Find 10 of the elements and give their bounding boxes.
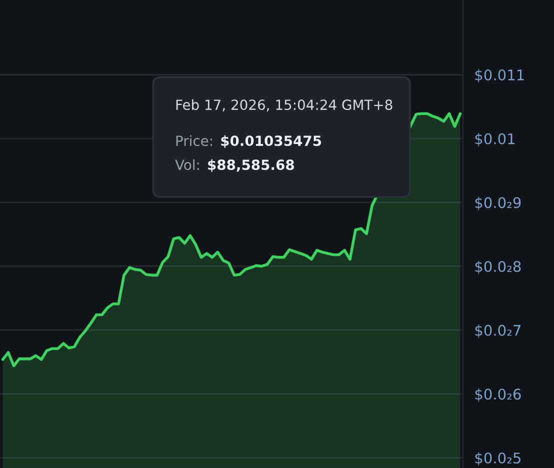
y-tick-label: $0.0₂9 [475, 196, 521, 210]
y-tick-label: $0.0₂6 [475, 388, 521, 402]
y-tick-label: $0.0₂8 [475, 260, 521, 274]
y-tick-label: $0.011 [475, 69, 524, 82]
y-tick-label: $0.01 [475, 133, 515, 146]
y-tick-label: $0.0₂5 [475, 452, 520, 466]
annotation: Price: $0.01035475 [176, 135, 322, 148]
annotation: Feb 17, 2026, 15:04:24 GMT+8 [176, 99, 392, 112]
y-tick-label: $0.0₂7 [475, 324, 520, 338]
annotation: Vol: $88,585.68 [175, 159, 294, 172]
